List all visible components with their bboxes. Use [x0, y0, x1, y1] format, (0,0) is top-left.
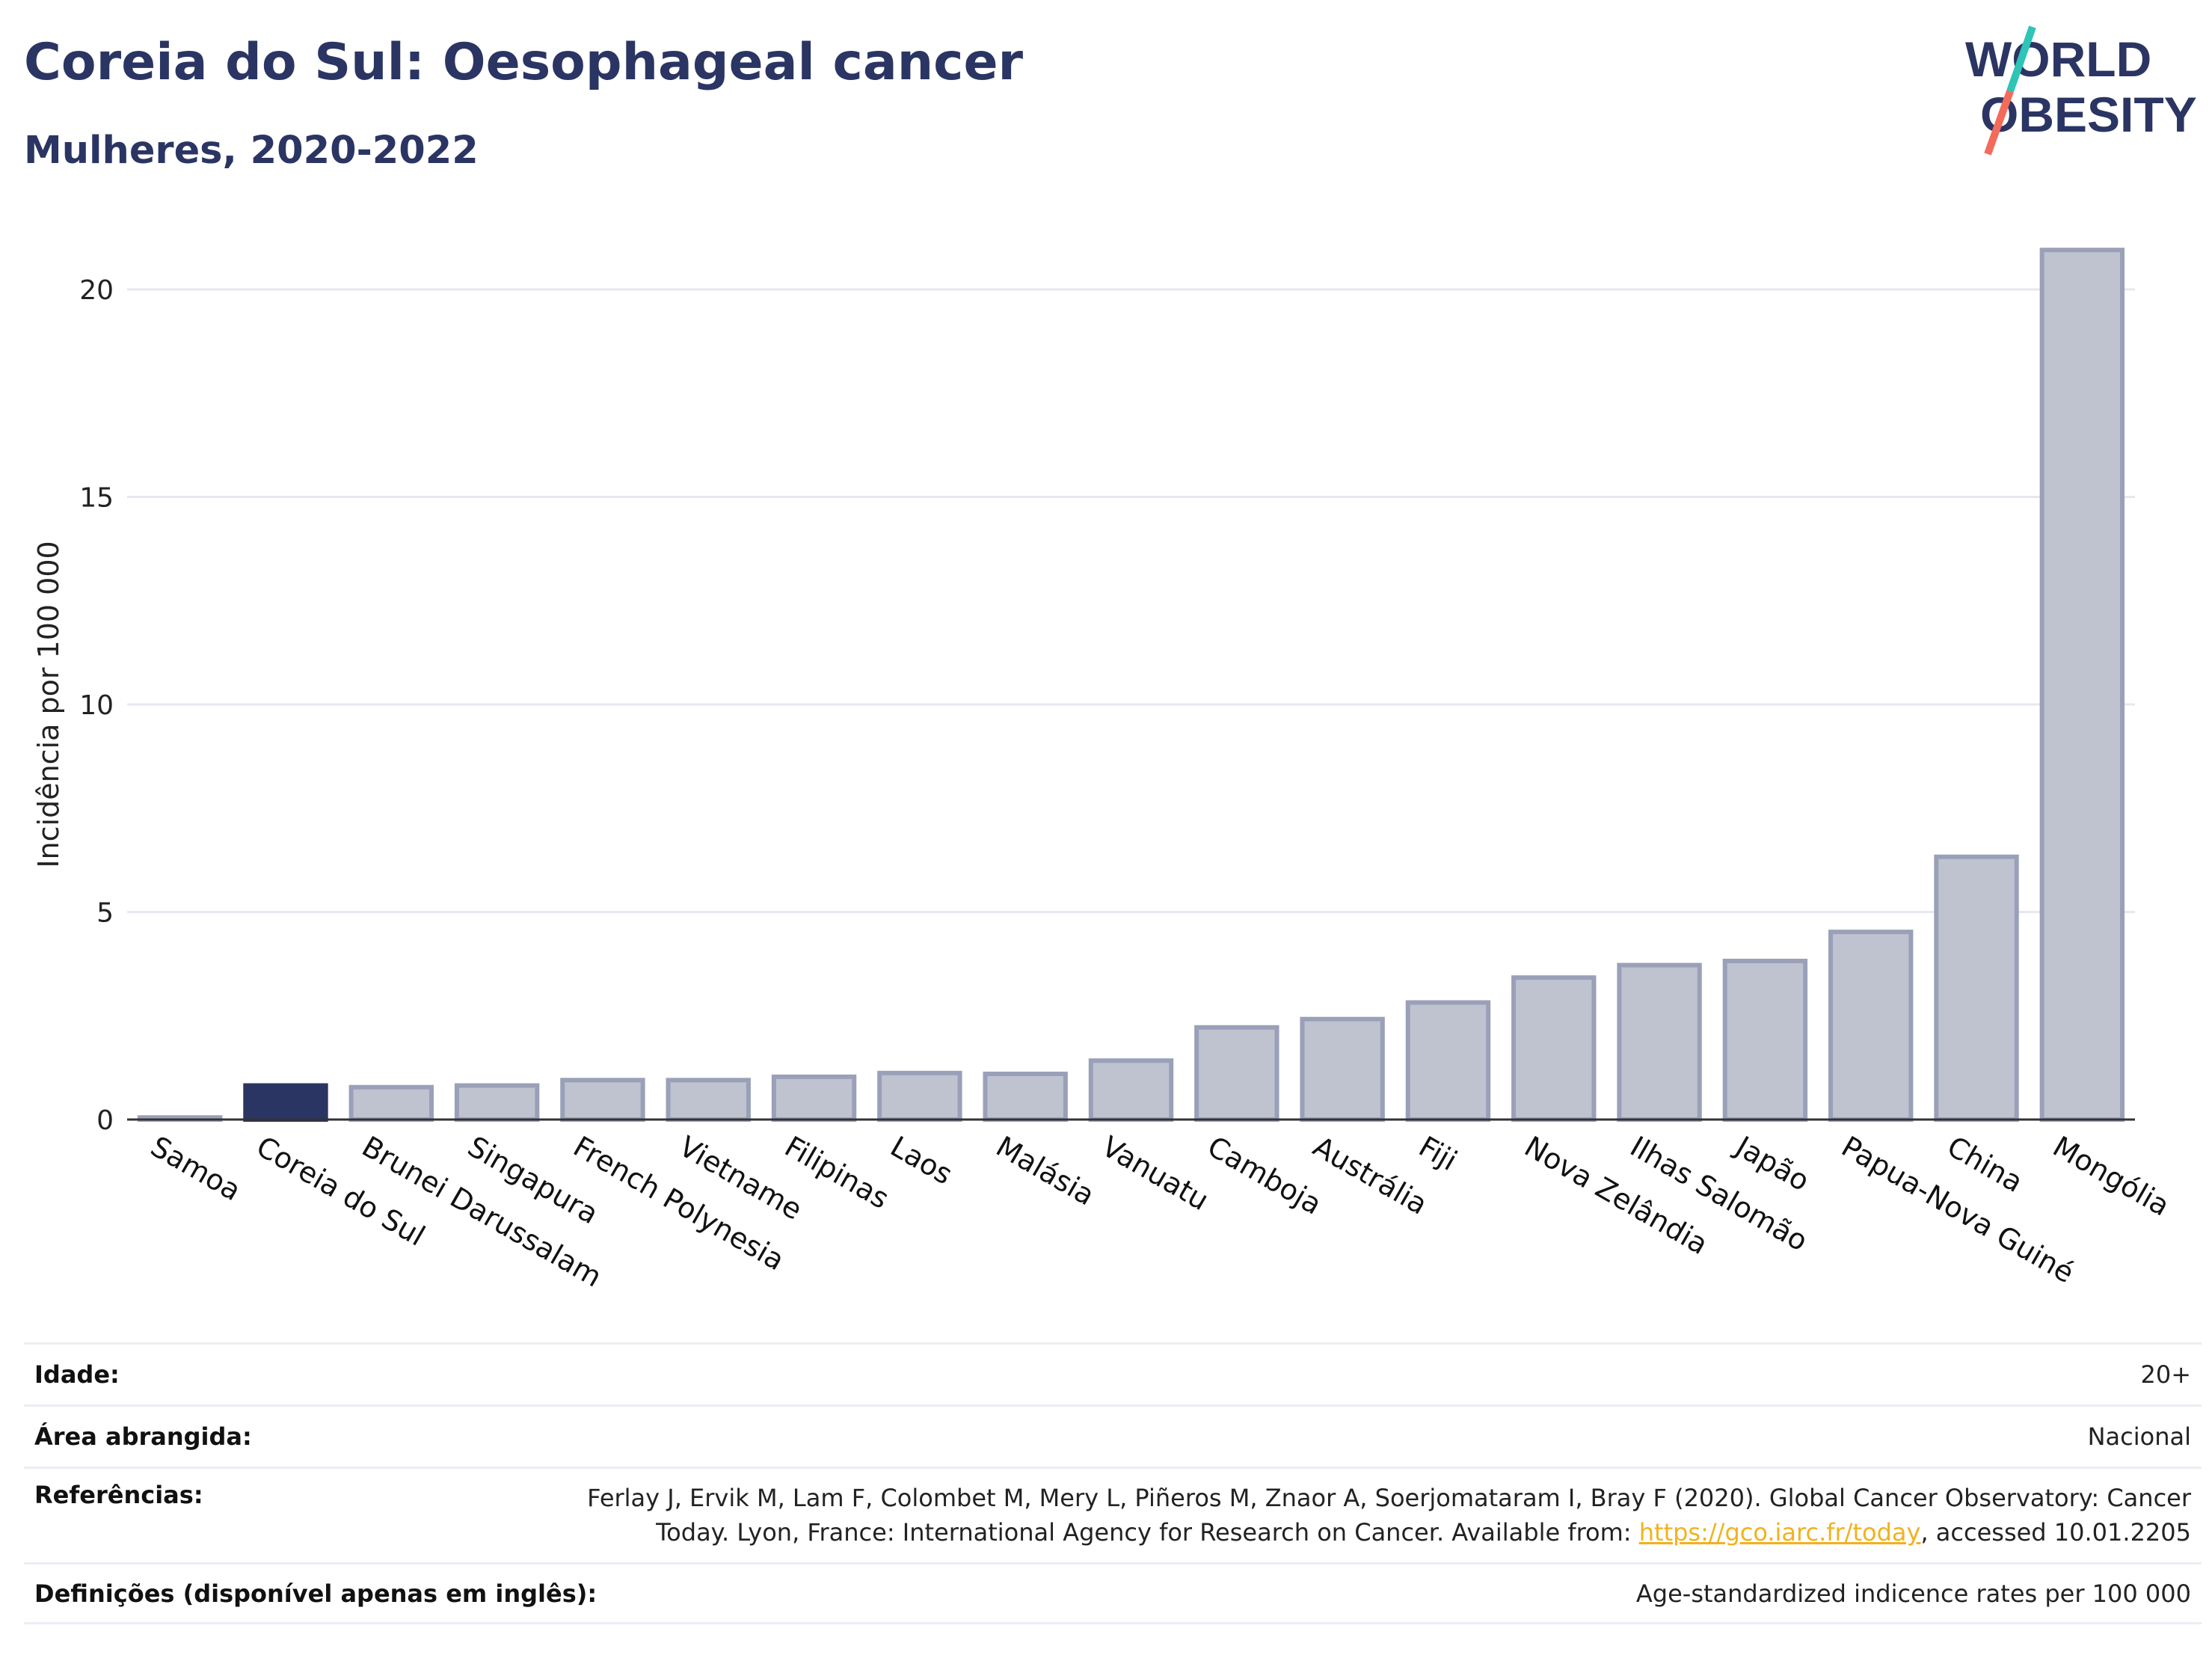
bar	[348, 1084, 434, 1122]
metadata-table: Idade: 20+ Área abrangida: Nacional Refe…	[24, 1342, 2202, 1624]
meta-label-definitions: Definições (disponível apenas em inglês)…	[34, 1579, 597, 1608]
x-tick-label: Austrália	[1308, 1130, 1434, 1221]
bar	[1088, 1058, 1174, 1122]
y-tick-label: 0	[96, 1105, 114, 1136]
meta-value-area: Nacional	[2087, 1422, 2191, 1451]
meta-value-definitions: Age-standardized indicence rates per 100…	[1635, 1579, 2191, 1608]
meta-row-references: Referências: Ferlay J, Ervik M, Lam F, C…	[24, 1469, 2202, 1565]
reference-line1: Ferlay J, Ervik M, Lam F, Colombet M, Me…	[587, 1484, 2191, 1512]
meta-row-age: Idade: 20+	[24, 1345, 2202, 1407]
y-tick-label: 20	[79, 275, 114, 306]
bar	[1194, 1025, 1279, 1123]
meta-value-references: Ferlay J, Ervik M, Lam F, Colombet M, Me…	[587, 1481, 2191, 1550]
x-tick-label: Laos	[885, 1130, 958, 1191]
bar	[2039, 248, 2125, 1122]
x-tick-label: Fiji	[1413, 1130, 1463, 1177]
x-tick-label: Samoa	[145, 1130, 246, 1208]
reference-line2-pre: Today. Lyon, France: International Agenc…	[656, 1518, 1639, 1547]
x-tick-label: Ilhas Salomão	[1625, 1130, 1813, 1258]
world-obesity-logo: WORLD OBESITY	[1965, 25, 2197, 156]
bar	[983, 1071, 1068, 1122]
reference-link[interactable]: https://gco.iarc.fr/today	[1638, 1518, 1921, 1547]
bar	[1405, 1000, 1491, 1122]
chart-title: Coreia do Sul: Oesophageal cancer	[24, 33, 1024, 92]
meta-label-references: Referências:	[34, 1481, 203, 1509]
meta-row-definitions: Definições (disponível apenas em inglês)…	[24, 1565, 2202, 1624]
bar	[666, 1078, 751, 1123]
x-tick-label: Vanuatu	[1096, 1130, 1214, 1217]
reference-line2-post: , accessed 10.01.2205	[1920, 1518, 2191, 1547]
bar	[1722, 958, 1808, 1122]
y-tick-label: 15	[79, 483, 114, 514]
logo-line1: WORLD	[1965, 31, 2151, 87]
y-tick-label: 5	[96, 898, 114, 929]
logo-slash-teal	[2006, 25, 2036, 93]
meta-value-age: 20+	[2140, 1360, 2191, 1389]
chart-subtitle: Mulheres, 2020-2022	[24, 129, 479, 173]
meta-label-age: Idade:	[34, 1360, 120, 1389]
bar	[560, 1078, 645, 1123]
x-tick-label: Mongólia	[2047, 1130, 2175, 1223]
bar	[454, 1083, 540, 1122]
logo-line2: OBESITY	[1980, 87, 2197, 142]
logo-slash-coral	[1984, 90, 2014, 156]
x-tick-label: Nova Zelândia	[1519, 1130, 1713, 1262]
y-tick-label: 10	[79, 690, 114, 721]
bar	[1828, 930, 1914, 1123]
bar	[771, 1074, 857, 1122]
y-axis-label: Incidência por 100 000	[32, 541, 65, 868]
meta-row-area: Área abrangida: Nacional	[24, 1407, 2202, 1469]
bar	[877, 1070, 962, 1122]
meta-label-area: Área abrangida:	[34, 1422, 252, 1451]
bar	[1300, 1016, 1385, 1122]
bar	[1934, 854, 2019, 1123]
x-tick-label: Malásia	[991, 1130, 1100, 1212]
bar	[243, 1083, 328, 1122]
bar	[1617, 962, 1702, 1123]
bar	[1511, 975, 1597, 1122]
x-tick-label: Camboja	[1202, 1130, 1327, 1221]
